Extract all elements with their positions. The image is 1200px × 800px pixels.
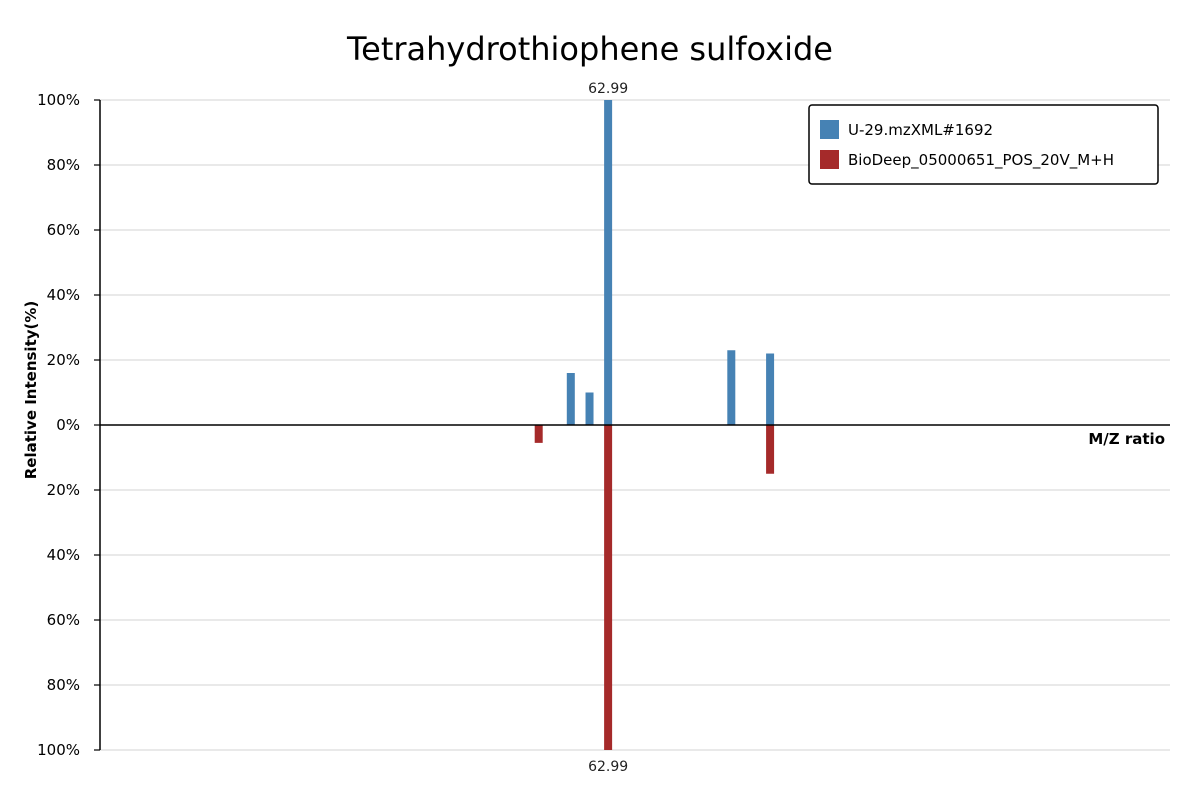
y-tick-label: 0%	[56, 416, 80, 434]
legend-box	[808, 104, 1159, 185]
peak-bar-series-1	[727, 350, 736, 425]
legend-swatch-series-1	[820, 120, 839, 139]
spectrum-bars	[534, 100, 775, 750]
peak-label-series-2: 62.99	[588, 759, 628, 775]
y-tick-labels: 100% 80% 60% 40% 20% 0% 20% 40% 60% 80% 100%	[37, 91, 100, 759]
legend-label-series-2: BioDeep_05000651_POS_20V_M+H	[848, 151, 1114, 170]
chart-title: Tetrahydrothiophene sulfoxide	[346, 30, 833, 68]
peak-bar-series-1	[766, 353, 775, 425]
y-tick-label: 20%	[47, 481, 80, 499]
gridlines	[100, 99, 1170, 751]
peak-bar-series-2	[604, 425, 613, 750]
peak-label-series-1: 62.99	[588, 81, 628, 97]
y-axis-title: Relative Intensity(%)	[22, 301, 40, 480]
legend-swatch-series-2	[820, 150, 839, 169]
peak-labels: 62.99 62.99	[588, 81, 628, 775]
peak-bar-series-2	[766, 425, 775, 474]
peak-bar-series-1	[604, 100, 613, 425]
y-tick-label: 40%	[47, 286, 80, 304]
y-tick-label: 80%	[47, 676, 80, 694]
y-tick-label: 20%	[47, 351, 80, 369]
y-tick-label: 100%	[37, 741, 80, 759]
y-tick-label: 60%	[47, 221, 80, 239]
y-tick-label: 60%	[47, 611, 80, 629]
y-tick-label: 40%	[47, 546, 80, 564]
peak-bar-series-1	[585, 392, 594, 425]
x-axis-title: M/Z ratio	[1088, 430, 1165, 448]
peak-bar-series-1	[566, 373, 575, 425]
legend: U-29.mzXML#1692 BioDeep_05000651_POS_20V…	[808, 104, 1159, 185]
peak-bar-series-2	[534, 425, 543, 443]
y-tick-label: 100%	[37, 91, 80, 109]
y-tick-label: 80%	[47, 156, 80, 174]
legend-label-series-1: U-29.mzXML#1692	[848, 121, 993, 139]
